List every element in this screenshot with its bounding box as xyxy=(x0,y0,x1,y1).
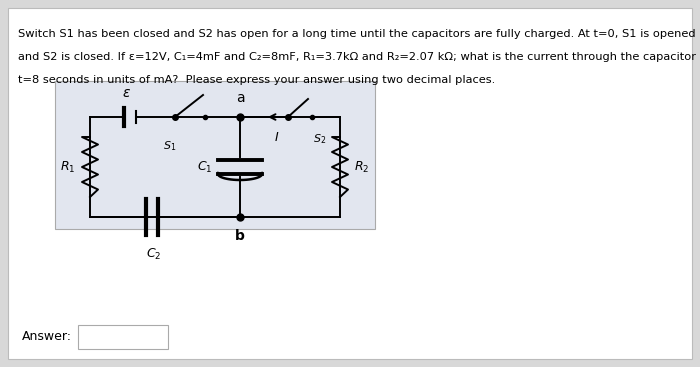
Text: ε: ε xyxy=(122,86,130,100)
Text: t=8 seconds in units of mA?  Please express your answer using two decimal places: t=8 seconds in units of mA? Please expre… xyxy=(18,75,496,85)
Text: Answer:: Answer: xyxy=(22,331,72,344)
Bar xyxy=(78,325,168,349)
Text: $R_2$: $R_2$ xyxy=(354,159,370,175)
Text: and S2 is closed. If ε=12V, C₁=4mF and C₂=8mF, R₁=3.7kΩ and R₂=2.07 kΩ; what is : and S2 is closed. If ε=12V, C₁=4mF and C… xyxy=(18,52,700,62)
Text: a: a xyxy=(236,91,244,105)
Text: $S_1$: $S_1$ xyxy=(163,139,176,153)
Text: $R_1$: $R_1$ xyxy=(60,159,76,175)
Text: Switch S1 has been closed and S2 has open for a long time until the capacitors a: Switch S1 has been closed and S2 has ope… xyxy=(18,29,696,39)
Text: $S_2$: $S_2$ xyxy=(314,132,327,146)
Bar xyxy=(55,81,375,229)
Text: b: b xyxy=(235,229,245,243)
Text: $C_2$: $C_2$ xyxy=(146,247,162,262)
Text: $C_1$: $C_1$ xyxy=(197,159,213,175)
Text: I: I xyxy=(275,131,279,144)
